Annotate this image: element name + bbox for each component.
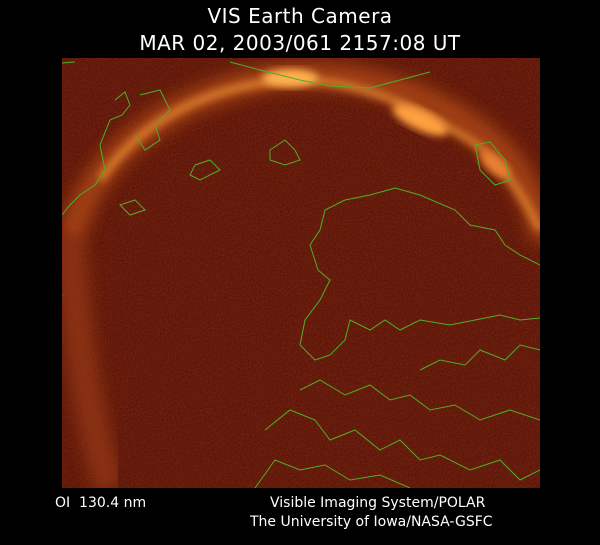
coastlines <box>62 61 540 488</box>
camera-image <box>62 58 540 488</box>
title: VIS Earth Camera <box>207 4 392 28</box>
instrument-label: Visible Imaging System/POLAR <box>270 495 486 511</box>
timestamp: MAR 02, 2003/061 2157:08 UT <box>139 31 461 55</box>
credit-label: The University of Iowa/NASA-GSFC <box>249 514 493 530</box>
filter-label: OI 130.4 nm <box>55 495 146 511</box>
